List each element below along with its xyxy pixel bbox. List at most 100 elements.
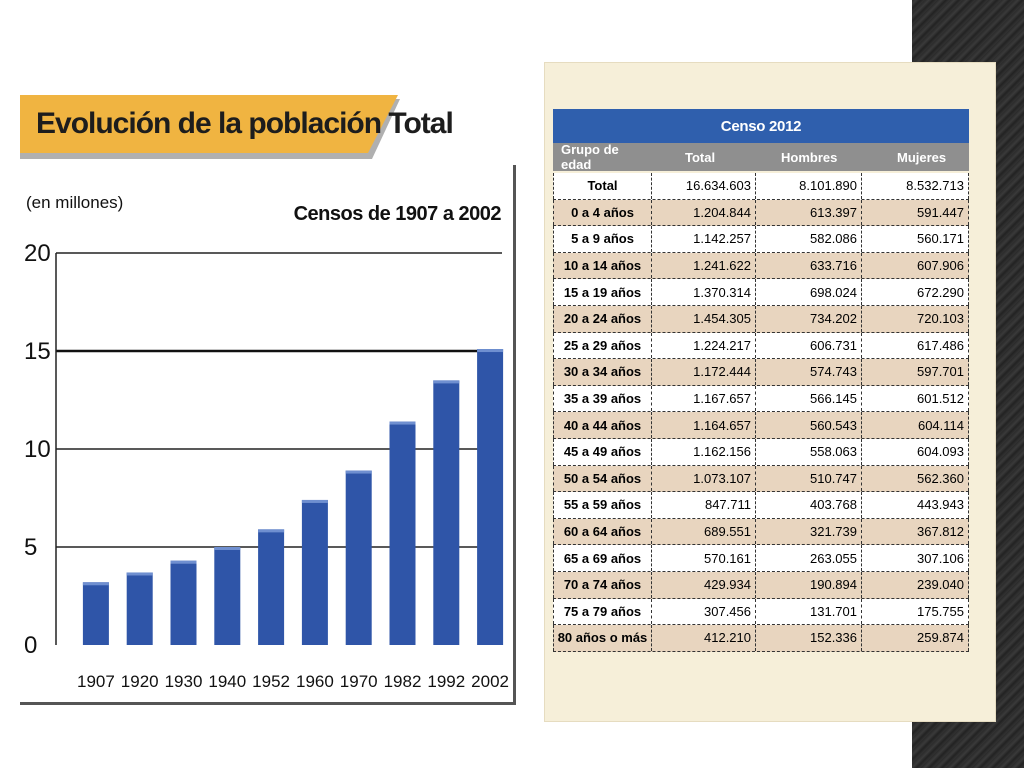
- cell-hombres: 566.145: [755, 385, 861, 412]
- y-tick-label: 0: [24, 632, 37, 659]
- table-row: 55 a 59 años 847.711 403.768 443.943: [553, 492, 969, 519]
- bar-top-highlight: [433, 380, 460, 384]
- table-body: Total 16.634.603 8.101.890 8.532.713 0 a 4 a…: [553, 173, 969, 652]
- cell-grupo: 60 a 64 años: [553, 518, 651, 545]
- cell-hombres: 403.768: [755, 492, 861, 518]
- bar-top-highlight: [214, 547, 241, 550]
- y-axis-unit-label: (en millones): [26, 193, 124, 212]
- cell-grupo: 0 a 4 años: [553, 199, 651, 226]
- bar-top-highlight: [126, 572, 153, 576]
- chart-subtitle: Censos de 1907 a 2002: [293, 203, 502, 225]
- table-row: 75 a 79 años 307.456 131.701 175.755: [553, 598, 969, 626]
- cell-hombres: 698.024: [755, 279, 861, 305]
- cell-mujeres: 607.906: [861, 252, 969, 279]
- bar-top-highlight: [389, 421, 416, 425]
- bar-1940: [214, 547, 241, 645]
- x-tick-label: 1920: [121, 672, 159, 691]
- cell-hombres: 131.701: [755, 598, 861, 625]
- cell-hombres: 8.101.890: [755, 173, 861, 199]
- bar-1907: [82, 582, 109, 645]
- cell-total: 1.241.622: [651, 252, 755, 279]
- table-row: 5 a 9 años 1.142.257 582.086 560.171: [553, 226, 969, 253]
- cell-mujeres: 597.701: [861, 359, 969, 385]
- table-row: 40 a 44 años 1.164.657 560.543 604.114: [553, 412, 969, 439]
- x-tick-label: 1970: [340, 672, 378, 691]
- cell-total: 16.634.603: [651, 173, 755, 199]
- cell-hombres: 734.202: [755, 305, 861, 332]
- cell-mujeres: 443.943: [861, 492, 969, 518]
- table-row: 0 a 4 años 1.204.844 613.397 591.447: [553, 199, 969, 227]
- cell-hombres: 606.731: [755, 332, 861, 359]
- bar-2002: [477, 349, 504, 645]
- cell-grupo: Total: [553, 173, 651, 199]
- cell-hombres: 560.543: [755, 412, 861, 438]
- table-row: 35 a 39 años 1.167.657 566.145 601.512: [553, 385, 969, 413]
- cell-total: 1.224.217: [651, 332, 755, 359]
- cell-total: 1.073.107: [651, 465, 755, 492]
- cell-hombres: 510.747: [755, 465, 861, 492]
- cell-grupo: 5 a 9 años: [553, 226, 651, 252]
- bar-1970: [345, 470, 372, 645]
- bar-1982: [389, 421, 416, 645]
- cell-grupo: 40 a 44 años: [553, 412, 651, 438]
- table-row: 10 a 14 años 1.241.622 633.716 607.906: [553, 252, 969, 280]
- table-row: Total 16.634.603 8.101.890 8.532.713: [553, 173, 969, 200]
- cell-hombres: 321.739: [755, 518, 861, 545]
- table-title: Censo 2012: [553, 109, 969, 143]
- cell-grupo: 25 a 29 años: [553, 332, 651, 359]
- x-tick-label: 1907: [77, 672, 115, 691]
- cell-mujeres: 8.532.713: [861, 173, 969, 199]
- cell-mujeres: 259.874: [861, 625, 969, 651]
- bar-chart-plot: 0 5 10 15 20 1907 1920 1930 1940 1952 1960 1970 1982…: [24, 240, 509, 691]
- cell-total: 1.172.444: [651, 359, 755, 385]
- cell-mujeres: 617.486: [861, 332, 969, 359]
- cell-mujeres: 562.360: [861, 465, 969, 492]
- cell-grupo: 55 a 59 años: [553, 492, 651, 518]
- cell-total: 1.370.314: [651, 279, 755, 305]
- cell-hombres: 152.336: [755, 625, 861, 651]
- cell-total: 1.142.257: [651, 226, 755, 252]
- cell-grupo: 75 a 79 años: [553, 598, 651, 625]
- table-row: 65 a 69 años 570.161 263.055 307.106: [553, 545, 969, 572]
- x-tick-label: 1982: [384, 672, 422, 691]
- cell-mujeres: 591.447: [861, 199, 969, 226]
- col-header-total: Total: [685, 149, 716, 165]
- bar-top-highlight: [345, 470, 372, 474]
- cell-hombres: 574.743: [755, 359, 861, 385]
- cell-mujeres: 367.812: [861, 518, 969, 545]
- chart-title: Evolución de la población Total: [36, 107, 454, 140]
- table-row: 30 a 34 años 1.172.444 574.743 597.701: [553, 359, 969, 386]
- cell-grupo: 50 a 54 años: [553, 465, 651, 492]
- bar-top-highlight: [477, 349, 504, 353]
- y-tick-label: 20: [24, 240, 51, 267]
- col-header-grupo: Grupo de edad: [561, 142, 619, 172]
- x-tick-label: 1930: [165, 672, 203, 691]
- cell-mujeres: 604.093: [861, 438, 969, 465]
- cell-mujeres: 604.114: [861, 412, 969, 438]
- title-band-shape: [20, 95, 400, 159]
- bar-1920: [126, 572, 153, 645]
- cell-hombres: 582.086: [755, 226, 861, 252]
- bar-1960: [301, 499, 328, 645]
- table-row: 45 a 49 años 1.162.156 558.063 604.093: [553, 438, 969, 466]
- cell-total: 1.454.305: [651, 305, 755, 332]
- cell-mujeres: 601.512: [861, 385, 969, 412]
- cell-mujeres: 672.290: [861, 279, 969, 305]
- cell-mujeres: 239.040: [861, 571, 969, 598]
- chart-title-band: Evolución de la población Total: [20, 93, 516, 165]
- cell-total: 429.934: [651, 571, 755, 598]
- cell-total: 1.167.657: [651, 385, 755, 412]
- cell-grupo: 65 a 69 años: [553, 545, 651, 571]
- bar-top-highlight: [82, 582, 109, 586]
- cell-grupo: 80 años o más: [553, 625, 651, 651]
- x-tick-label: 1992: [427, 672, 465, 691]
- cell-grupo: 70 a 74 años: [553, 571, 651, 598]
- cell-hombres: 633.716: [755, 252, 861, 279]
- bar-1992: [433, 380, 460, 645]
- cell-mujeres: 175.755: [861, 598, 969, 625]
- col-header-hombres: Hombres: [781, 149, 838, 165]
- bar-1952: [258, 529, 285, 645]
- cell-grupo: 10 a 14 años: [553, 252, 651, 279]
- cell-grupo: 45 a 49 años: [553, 438, 651, 465]
